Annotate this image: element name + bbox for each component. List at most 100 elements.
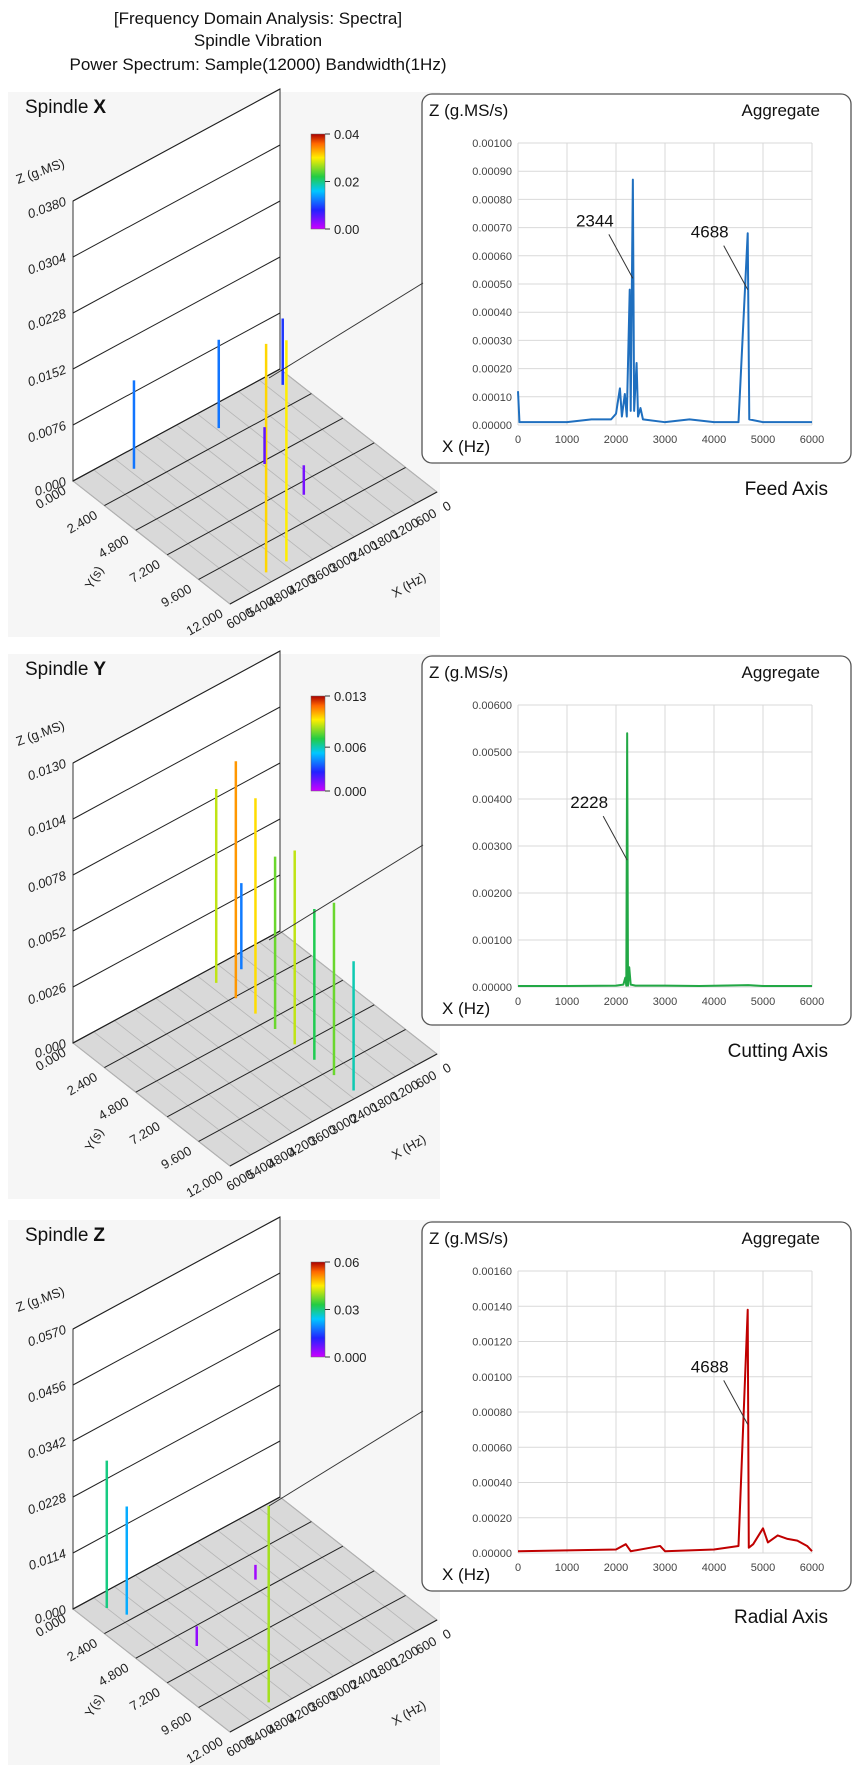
- panel-title-axis: Y: [93, 659, 106, 680]
- panel-title-name: Spindle: [25, 659, 88, 680]
- floor-grid-line: [134, 1009, 293, 1133]
- floor-grid-line: [279, 368, 438, 493]
- y-tick-label: 0.00140: [472, 1301, 512, 1313]
- chart-panel: 0.000000.000100.000200.000300.000400.000…: [268, 93, 852, 500]
- inset-frame: [421, 655, 852, 1026]
- floor-grid-line: [217, 1530, 376, 1654]
- annotation-label: 4688: [691, 223, 729, 242]
- annotation-label: 2344: [576, 211, 614, 230]
- x-tick-label: 0: [440, 1626, 454, 1643]
- wall-grid-line: [72, 368, 281, 482]
- y-tick-label: 0.00000: [472, 420, 512, 432]
- legend-label: Aggregate: [742, 663, 820, 682]
- annotation-label: 4688: [691, 1357, 729, 1376]
- inset-frame: [421, 1221, 852, 1592]
- y-tick-label: 0.00020: [472, 364, 512, 376]
- x-tick-label: 3000: [653, 996, 677, 1008]
- y-tick-label: 0.00090: [472, 166, 512, 178]
- x-axis-title: X (Hz): [442, 437, 490, 456]
- panel-title-name: Spindle: [25, 1225, 88, 1246]
- chart-panel: 0600120018002400300036004200480054006000…: [8, 650, 454, 1200]
- floor-grid-line: [217, 402, 376, 526]
- leader-line: [268, 282, 424, 379]
- colorbar-tick-label: 0.006: [334, 740, 367, 755]
- wall-grid-line: [72, 930, 281, 1044]
- floor-grid-line: [114, 1586, 272, 1710]
- chart-panel: 0.00000 0.00100 0.00200 0.00300 0.00400 0.005…: [268, 655, 852, 1062]
- x-tick-label: 6000: [800, 996, 824, 1008]
- colorbar-tick-label: 0.00: [334, 222, 359, 237]
- y-tick-label: 0.00040: [472, 307, 512, 319]
- y-axis-title: Z (g.MS/s): [429, 663, 508, 682]
- y-tick-label: 0.00100: [472, 935, 512, 947]
- annotation-label: 2228: [570, 793, 608, 812]
- wall-grid-line: [72, 706, 281, 820]
- x-tick-label: 0: [440, 498, 454, 515]
- x-tick-label: 1000: [555, 996, 579, 1008]
- floor-grid-line: [135, 1545, 344, 1659]
- wall-grid-line: [72, 650, 281, 764]
- panel-caption: Cutting Axis: [728, 1041, 828, 1062]
- y-tick-label: 0.00030: [472, 335, 512, 347]
- leader-line: [268, 844, 424, 941]
- y-tick-label: 0.00050: [472, 279, 512, 291]
- floor-grid-line: [114, 458, 272, 582]
- legend-label: Aggregate: [742, 101, 820, 120]
- y-tick-label: 0.00600: [472, 700, 512, 712]
- colorbar: [310, 695, 326, 792]
- y-tick-label: 0.00120: [472, 1337, 512, 1349]
- colorbar: [310, 1261, 326, 1358]
- floor-grid-line: [279, 930, 438, 1055]
- y-tick-label: 0.00070: [472, 223, 512, 235]
- wall-grid-line: [72, 312, 281, 426]
- y-tick-label: 0.00020: [472, 1513, 512, 1525]
- wall-grid-line: [72, 88, 281, 202]
- spectrum-line: [517, 178, 812, 424]
- floor-grid-line: [166, 1004, 375, 1118]
- floor-grid-line: [196, 413, 355, 538]
- spectrum-line: [518, 732, 812, 988]
- chart-panel: 0600120018002400300036004200480054006000…: [8, 88, 454, 638]
- colorbar-tick-label: 0.06: [334, 1255, 359, 1270]
- x-tick-label: 0: [515, 1562, 521, 1574]
- floor-grid-line: [198, 1028, 406, 1142]
- page-title: [Frequency Domain Analysis: Spectra]: [114, 9, 402, 28]
- colorbar-tick-label: 0.013: [334, 689, 367, 704]
- x-tick-label: 1000: [555, 1562, 579, 1574]
- wall-grid-line: [72, 1272, 281, 1386]
- floor-grid-line: [93, 469, 251, 594]
- colorbar-tick-label: 0.02: [334, 175, 359, 190]
- y-tick-label: 0.00100: [472, 1372, 512, 1384]
- floor-grid-line: [238, 391, 396, 515]
- floor-grid-line: [229, 491, 438, 605]
- floor-grid-line: [114, 1020, 272, 1144]
- floor-grid-line: [238, 953, 396, 1077]
- colorbar-tick-label: 0.000: [334, 784, 367, 799]
- floor-grid-line: [176, 986, 334, 1111]
- panel-title-axis: Z: [93, 1225, 105, 1246]
- floor-grid-line: [135, 417, 344, 531]
- wall-grid-line: [72, 762, 281, 876]
- floor-grid-line: [198, 1594, 406, 1708]
- y-tick-label: 0.00040: [472, 1478, 512, 1490]
- y-tick-label: 0.00500: [472, 747, 512, 759]
- y-tick-label: 0.00160: [472, 1266, 512, 1278]
- colorbar: [310, 133, 326, 230]
- panel-caption: Radial Axis: [734, 1607, 828, 1628]
- colorbar-tick-label: 0.04: [334, 127, 359, 142]
- x-tick-label: 5000: [751, 434, 775, 446]
- x-tick-label: 0: [440, 1060, 454, 1077]
- floor-grid-line: [72, 1608, 231, 1733]
- wall-grid-line: [72, 144, 281, 258]
- x-tick-label: 0: [515, 996, 521, 1008]
- y-tick-label: 0.00080: [472, 1407, 512, 1419]
- y-tick-label: 0.00010: [472, 392, 512, 404]
- y-tick-label: 0.00200: [472, 888, 512, 900]
- floor-grid-line: [104, 955, 312, 1069]
- annotation-pointer: [602, 815, 628, 861]
- floor-grid-line: [155, 997, 314, 1122]
- wall-grid-line: [72, 200, 281, 314]
- x-tick-label: 6000: [800, 1562, 824, 1574]
- x-tick-label: 1000: [555, 434, 579, 446]
